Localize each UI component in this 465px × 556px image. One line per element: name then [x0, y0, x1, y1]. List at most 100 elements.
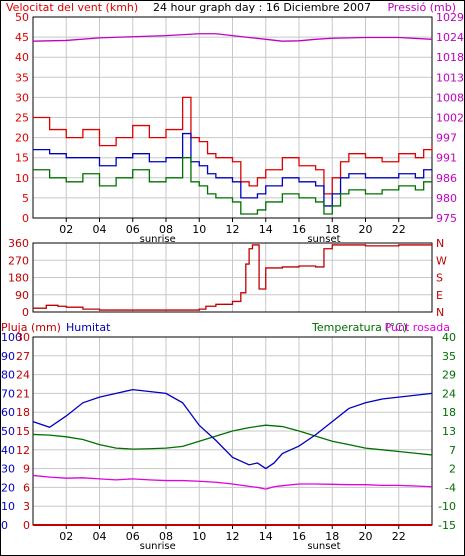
- rain-y-tick-label: 21: [16, 387, 30, 400]
- series-wind-minimum: [33, 157, 432, 215]
- rain-y-tick-label: 0: [23, 519, 30, 532]
- humidity-y-tick-label: 60: [1, 406, 15, 419]
- direction-y-tick-label: 360: [8, 237, 29, 250]
- pressure-y-tick-label: 1008: [436, 91, 464, 104]
- pressure-y-tick-label: 991: [436, 152, 457, 165]
- humidity-y-tick-label: 10: [1, 500, 15, 513]
- rain-y-tick-label: 15: [16, 425, 30, 438]
- humidity-x-tick-label: 20: [359, 530, 373, 543]
- pressure-y-tick-label: 975: [436, 212, 457, 225]
- temperature-y-tick-label: 2: [449, 463, 456, 476]
- wind-x-tick-label: 22: [392, 223, 406, 236]
- temperature-y-tick-label: 24: [442, 387, 456, 400]
- rain-y-tick-label: 9: [23, 463, 30, 476]
- pressure-y-tick-label: 1002: [436, 112, 464, 125]
- series-dewpoint: [32, 474, 433, 490]
- wind-x-tick-label: 18: [325, 223, 339, 236]
- wind-y-tick-label: 40: [15, 51, 29, 64]
- wind-y-tick-label: 30: [15, 91, 29, 104]
- compass-tick-label: N: [436, 237, 444, 250]
- pressure-y-tick-label: 980: [436, 192, 457, 205]
- rain-y-tick-label: 30: [16, 331, 30, 344]
- humidity-y-tick-label: 90: [1, 350, 15, 363]
- chart-title: 24 hour graph day : 16 Diciembre 2007: [153, 1, 371, 14]
- wind-y-tick-label: 20: [15, 132, 29, 145]
- compass-tick-label: E: [436, 289, 443, 302]
- temperature-y-tick-label: 35: [442, 350, 456, 363]
- pressure-y-tick-label: 1018: [436, 51, 464, 64]
- wind-axis-title: Velocitat del vent (kmh): [6, 1, 138, 14]
- humidity-x-tick-label: 18: [325, 530, 339, 543]
- humidity-y-tick-label: 40: [1, 444, 15, 457]
- humidity-x-tick-label: 08: [159, 530, 173, 543]
- rain-y-tick-label: 18: [16, 406, 30, 419]
- wind-x-tick-label: 16: [292, 223, 306, 236]
- temperature-y-tick-label: -15: [438, 519, 456, 532]
- wind-sunrise-label: sunrise: [140, 234, 176, 245]
- wind-x-tick-label: 08: [159, 223, 173, 236]
- direction-y-tick-label: 270: [8, 254, 29, 267]
- humidity-y-tick-label: 0: [1, 519, 8, 532]
- series-temperature: [32, 424, 433, 456]
- direction-y-tick-label: 90: [15, 289, 29, 302]
- wind-x-tick-label: 14: [259, 223, 273, 236]
- rain-y-tick-label: 12: [16, 444, 30, 457]
- humidity-y-tick-label: 20: [1, 481, 15, 494]
- temperature-y-tick-label: -10: [438, 500, 456, 513]
- pressure-y-tick-label: 1024: [436, 31, 464, 44]
- temperature-y-tick-label: -4: [445, 481, 456, 494]
- humidity-axis-title: Humitat: [66, 321, 111, 334]
- wind-x-tick-label: 02: [59, 223, 73, 236]
- pressure-axis-title: Pressió (mb): [387, 1, 456, 14]
- temperature-y-tick-label: 40: [442, 331, 456, 344]
- humidity-x-tick-label: 02: [59, 530, 73, 543]
- pressure-y-tick-label: 1029: [436, 11, 464, 24]
- rain-axis-title: Pluja (mm): [1, 321, 61, 334]
- temperature-y-tick-label: 7: [449, 444, 456, 457]
- dewpoint-axis-title: Punt rosada: [385, 321, 450, 334]
- humidity-x-tick-label: 22: [392, 530, 406, 543]
- wind-x-tick-label: 12: [226, 223, 240, 236]
- wind-y-tick-label: 45: [15, 31, 29, 44]
- humidity-x-tick-label: 04: [93, 530, 107, 543]
- temperature-axis-title: Temperatura (°C): [311, 321, 407, 334]
- series-pressure: [32, 33, 433, 42]
- rain-y-tick-label: 24: [16, 369, 30, 382]
- wind-y-tick-label: 5: [22, 192, 29, 205]
- wind-y-tick-label: 50: [15, 11, 29, 24]
- wind-y-tick-label: 35: [15, 71, 29, 84]
- wind-x-tick-label: 10: [192, 223, 206, 236]
- humidity-x-tick-label: 12: [226, 530, 240, 543]
- humidity-y-tick-label: 70: [1, 387, 15, 400]
- rain-y-tick-label: 3: [23, 500, 30, 513]
- wind-x-tick-label: 06: [126, 223, 140, 236]
- temperature-y-tick-label: 29: [442, 369, 456, 382]
- humidity-x-tick-label: 06: [126, 530, 140, 543]
- wind-y-tick-label: 10: [15, 172, 29, 185]
- humidity-sunset-label: sunset: [307, 541, 340, 552]
- series-wind-average: [33, 132, 432, 207]
- humidity-x-tick-label: 14: [259, 530, 273, 543]
- pressure-y-tick-label: 997: [436, 132, 457, 145]
- temperature-y-tick-label: 18: [442, 406, 456, 419]
- compass-tick-label: S: [436, 272, 443, 285]
- humidity-x-tick-label: 16: [292, 530, 306, 543]
- rain-y-tick-label: 6: [23, 481, 30, 494]
- series-humidity: [32, 388, 433, 470]
- humidity-y-tick-label: 30: [1, 463, 15, 476]
- wind-y-tick-label: 0: [22, 212, 29, 225]
- compass-tick-label: W: [436, 254, 447, 267]
- humidity-y-tick-label: 50: [1, 425, 15, 438]
- direction-y-tick-label: 180: [8, 272, 29, 285]
- direction-y-tick-label: 0: [22, 306, 29, 319]
- wind-sunset-label: sunset: [307, 234, 340, 245]
- pressure-y-tick-label: 1013: [436, 71, 464, 84]
- direction-panel-frame: [32, 242, 433, 313]
- compass-tick-label: N: [436, 306, 444, 319]
- humidity-y-tick-label: 100: [1, 331, 22, 344]
- temperature-y-tick-label: 13: [442, 425, 456, 438]
- wind-x-tick-label: 04: [93, 223, 107, 236]
- wind-y-tick-label: 25: [15, 112, 29, 125]
